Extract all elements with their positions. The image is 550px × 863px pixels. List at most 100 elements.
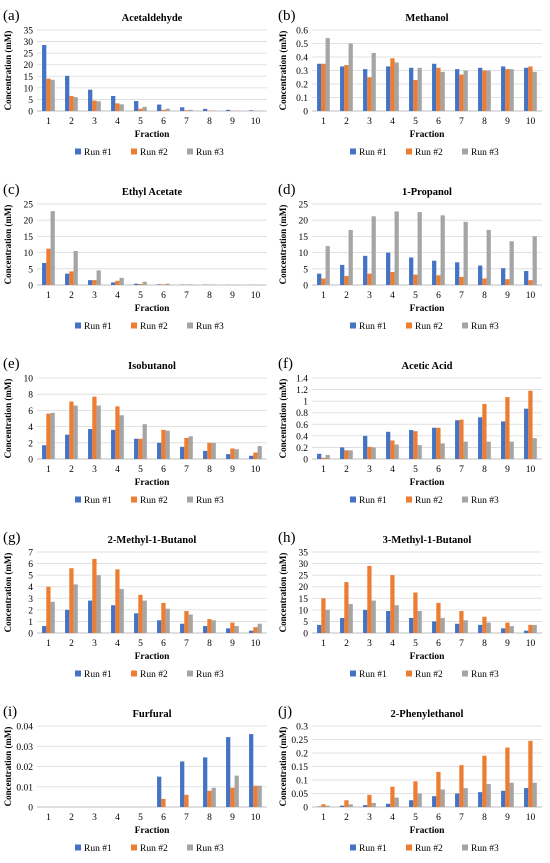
bar (478, 67, 483, 111)
x-tick-label: 10 (526, 291, 536, 301)
x-tick-label: 2 (344, 813, 349, 823)
bar (371, 447, 376, 459)
bar (505, 279, 510, 285)
bar (42, 626, 47, 633)
x-tick-label: 2 (344, 291, 349, 301)
panel-label: (a) (3, 8, 20, 24)
bar (50, 79, 55, 111)
y-tick-label: 0.2 (296, 81, 308, 91)
x-tick-label: 10 (251, 465, 261, 475)
bar (69, 568, 74, 633)
chart-panel-1: (b) Methanol 0 0.1 0.2 0.3 0.4 0.5 0.6 1 2 3 4 5 6 7 8 9 1… (278, 8, 542, 158)
y-tick-label: 10 (299, 249, 309, 259)
bar (524, 408, 529, 459)
legend-label: Run #3 (196, 670, 224, 680)
bar (96, 101, 101, 111)
legend-swatch (131, 148, 137, 155)
x-tick-label: 5 (413, 291, 418, 301)
bar (325, 38, 330, 111)
legend-swatch (187, 670, 193, 677)
y-tick-label: 15 (24, 73, 34, 83)
bar (119, 415, 124, 459)
bar (226, 628, 231, 633)
y-tick-label: 1.4 (296, 375, 308, 385)
y-axis-title: Concentration (mM) (3, 553, 13, 633)
chart-title: Ethyl Acetate (122, 187, 183, 198)
bar (409, 617, 414, 633)
bar (134, 101, 139, 111)
legend-swatch (406, 844, 412, 851)
bar (50, 211, 55, 285)
bar (253, 785, 258, 807)
x-tick-label: 6 (161, 465, 166, 475)
panel-label: (c) (3, 182, 20, 198)
bar (367, 794, 372, 807)
x-tick-label: 6 (161, 813, 166, 823)
bar (226, 109, 231, 111)
bar (390, 575, 395, 633)
bar (528, 280, 533, 285)
y-tick-label: 2 (28, 439, 33, 449)
legend-label: Run #1 (359, 322, 387, 332)
legend-swatch (406, 496, 412, 503)
bar (524, 788, 529, 807)
bar (340, 447, 345, 459)
bar (436, 67, 441, 111)
legend-swatch (131, 496, 137, 503)
y-tick-label: 0 (28, 630, 33, 640)
bar (371, 216, 376, 285)
bar (92, 558, 97, 633)
bar (367, 565, 372, 633)
bar (88, 89, 93, 111)
bar (69, 401, 74, 459)
bar (478, 624, 483, 633)
x-tick-label: 6 (436, 291, 441, 301)
x-tick-label: 9 (505, 465, 510, 475)
y-tick-label: 5 (28, 265, 33, 275)
bar (532, 438, 537, 459)
legend-label: Run #3 (196, 322, 224, 332)
bar (394, 605, 399, 633)
legend-swatch (75, 496, 81, 503)
bar (386, 611, 391, 633)
y-tick-label: 0 (28, 456, 33, 466)
x-tick-label: 3 (367, 291, 372, 301)
x-tick-label: 6 (161, 117, 166, 127)
bar (161, 602, 166, 633)
legend-label: Run #1 (359, 148, 387, 158)
x-axis-title: Fraction (135, 826, 171, 836)
chart-title: Acetaldehyde (122, 13, 183, 24)
x-tick-label: 2 (69, 813, 74, 823)
x-tick-label: 6 (436, 465, 441, 475)
y-tick-label: 10 (299, 606, 309, 616)
bar (230, 448, 235, 459)
y-tick-label: 5 (28, 96, 33, 106)
legend-swatch (187, 844, 193, 851)
bar (207, 442, 212, 459)
bar (417, 67, 422, 111)
x-tick-label: 10 (526, 465, 536, 475)
bar (138, 108, 143, 111)
legend-label: Run #3 (471, 670, 499, 680)
bar (249, 630, 254, 633)
y-axis-title: Concentration (mM) (278, 727, 288, 807)
bar (234, 449, 239, 459)
bar (528, 740, 533, 807)
chart-title: 1-Propanol (402, 187, 452, 198)
y-tick-label: 0.1 (296, 94, 308, 104)
bar (348, 604, 353, 633)
bar (138, 594, 143, 633)
bar (115, 280, 120, 285)
x-tick-label: 4 (115, 465, 120, 475)
legend-label: Run #2 (415, 322, 443, 332)
bar (509, 241, 514, 285)
x-tick-label: 10 (526, 639, 536, 649)
bar (505, 747, 510, 807)
bar (157, 620, 162, 633)
x-tick-label: 2 (344, 117, 349, 127)
x-axis-title: Fraction (410, 130, 446, 140)
bar (532, 782, 537, 807)
x-tick-label: 7 (459, 117, 464, 127)
